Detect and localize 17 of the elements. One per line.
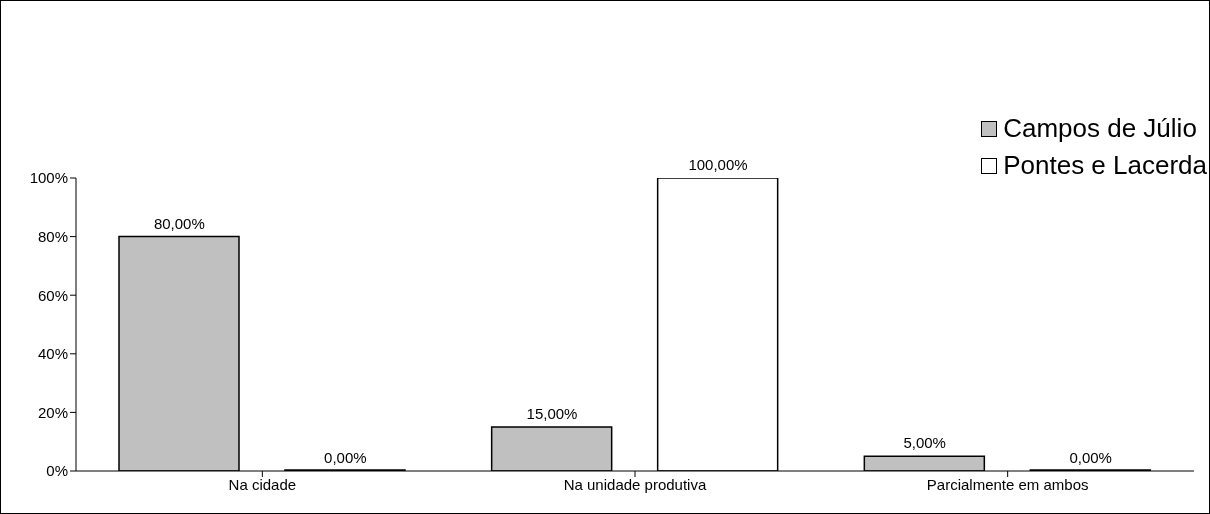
- x-tick-label: Na unidade produtiva: [563, 475, 707, 493]
- y-tick-label: 40%: [37, 345, 68, 363]
- y-tick-label: 80%: [37, 227, 68, 245]
- data-label: 80,00%: [153, 214, 205, 232]
- y-tick-label: 0%: [46, 462, 68, 480]
- legend-label: Pontes e Lacerda: [1003, 150, 1207, 181]
- y-tick-label: 100%: [29, 169, 68, 187]
- data-label: 0,00%: [324, 449, 367, 466]
- x-tick-label: Parcialmente em ambos: [926, 475, 1089, 493]
- legend-label: Campos de Júlio: [1003, 113, 1197, 144]
- y-tick-label: 60%: [37, 286, 68, 304]
- data-label: 0,00%: [1069, 449, 1112, 466]
- y-tick-label: 20%: [37, 403, 68, 421]
- data-label: 100,00%: [688, 156, 748, 173]
- x-tick-label: Na cidade: [228, 475, 297, 493]
- data-label: 5,00%: [903, 434, 946, 452]
- data-label: 15,00%: [526, 405, 578, 423]
